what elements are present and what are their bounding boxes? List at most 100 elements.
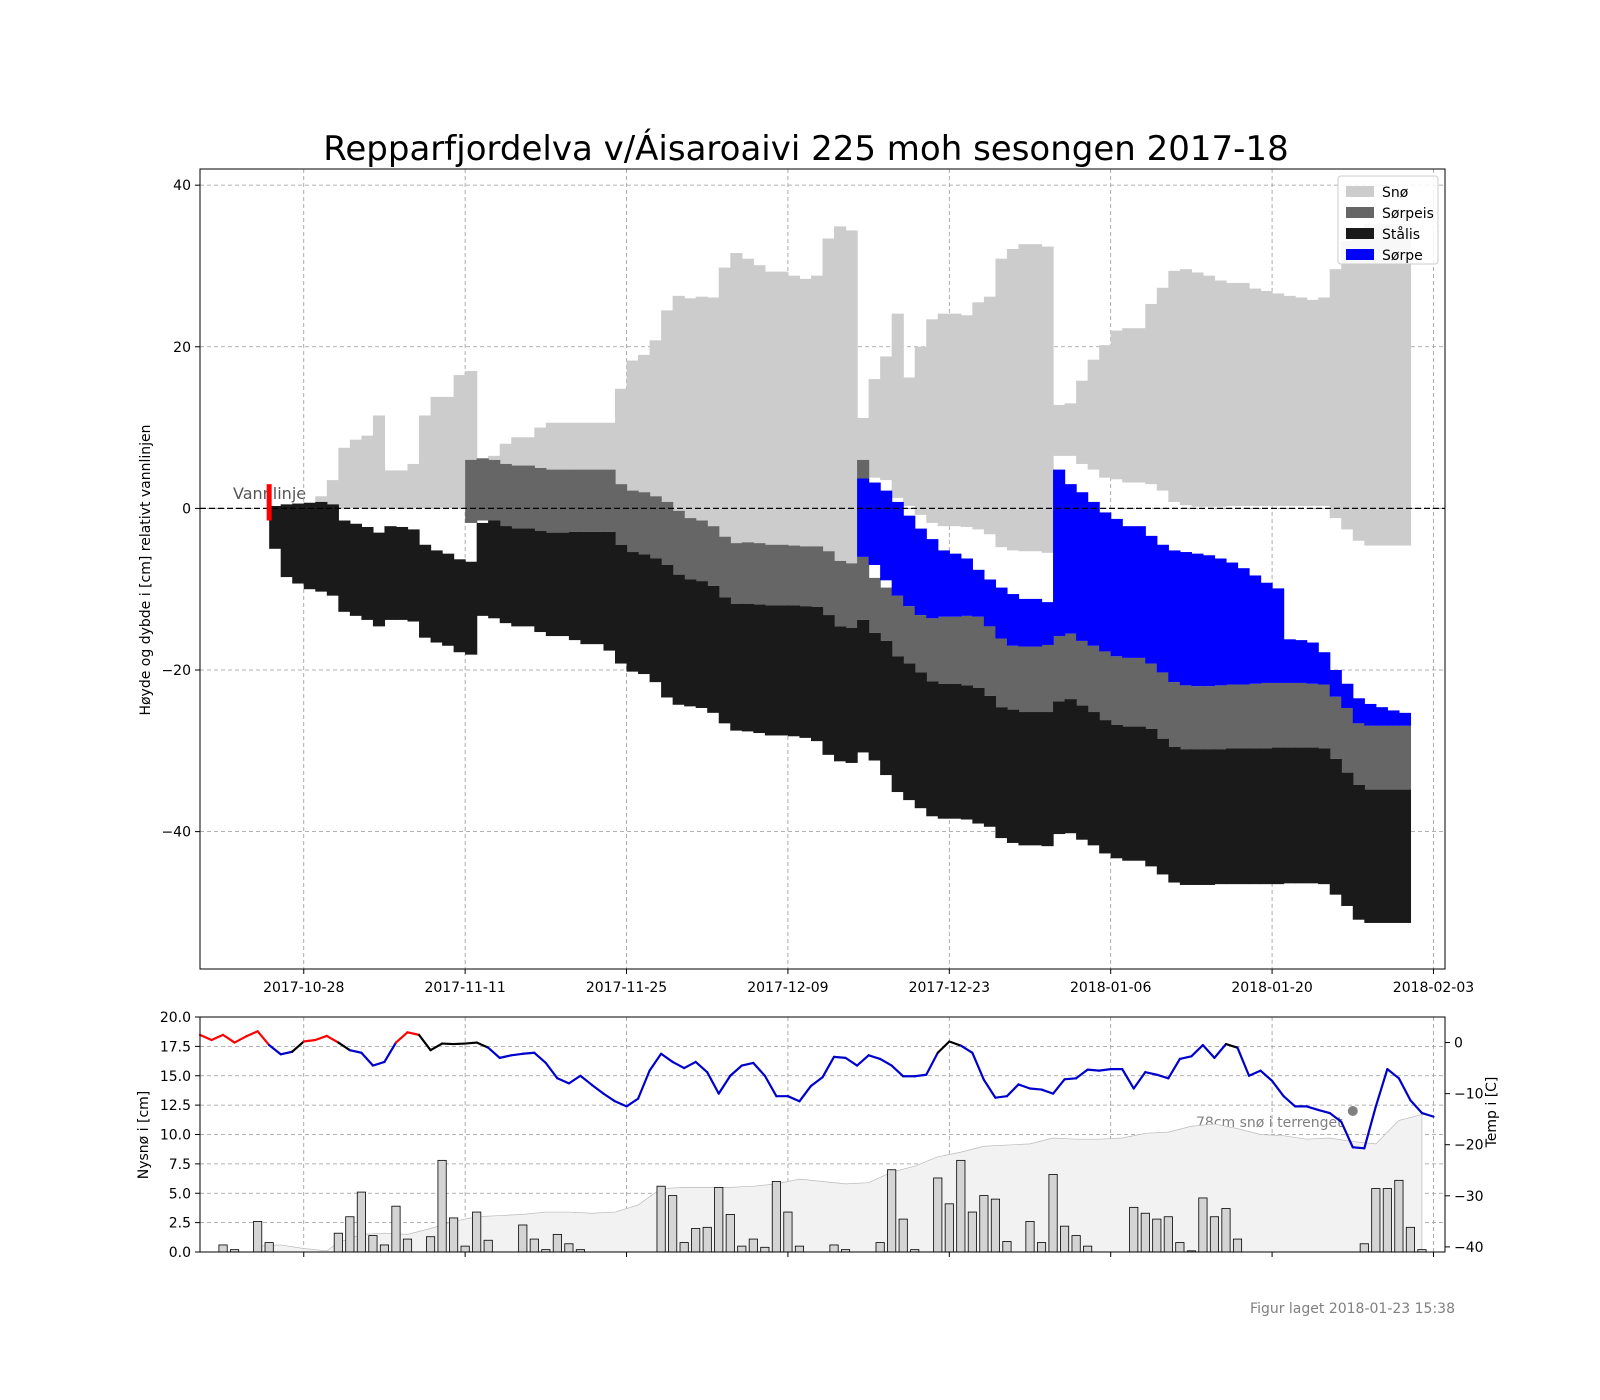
new-snow-bar	[449, 1217, 459, 1253]
layer-step	[1318, 748, 1331, 885]
layer-step	[972, 302, 985, 530]
new-snow-bar	[1405, 1226, 1415, 1253]
temperature-segment	[1374, 1068, 1389, 1108]
layer-step	[1179, 685, 1192, 750]
layer-step	[857, 619, 870, 753]
temperature-segment	[245, 1030, 259, 1038]
layer-step	[1283, 639, 1296, 683]
new-snow-bars	[218, 1159, 1427, 1253]
layer-step	[1352, 231, 1365, 541]
layer-step	[891, 595, 904, 657]
temperature-segment	[371, 1060, 386, 1067]
layer-step	[1087, 712, 1100, 846]
layer-step	[1053, 701, 1066, 835]
layer-step	[1202, 749, 1216, 885]
layer-step	[1145, 303, 1158, 485]
temperature-segment	[498, 1054, 513, 1059]
layer-step	[937, 683, 962, 819]
layer-step	[983, 695, 997, 827]
temperature-segment	[717, 1074, 732, 1095]
y-tick-label: −40	[161, 825, 191, 841]
layer-step	[1041, 644, 1054, 713]
layer-step	[1329, 696, 1342, 759]
x-tick-label: 2018-02-03	[1393, 980, 1474, 996]
layer-step	[822, 615, 835, 755]
layer-step	[1006, 249, 1020, 551]
layer-step	[857, 417, 870, 460]
temperature-segment	[706, 1071, 720, 1095]
layer-step	[937, 550, 950, 617]
temperature-segment	[314, 1034, 328, 1042]
y-tick-label: 0.0	[169, 1245, 191, 1261]
bottom-axes-frame	[199, 1016, 1446, 1253]
layer-step	[1064, 633, 1077, 700]
layer-step	[1387, 710, 1400, 726]
new-snow-bar	[345, 1216, 355, 1253]
layer-step	[834, 226, 847, 561]
temperature-segment	[302, 1038, 317, 1043]
temperature-segment	[1144, 1071, 1158, 1076]
layer-step	[661, 501, 674, 565]
layer-step	[684, 298, 697, 519]
new-snow-bar	[737, 1245, 747, 1253]
y-tick-label: 7.5	[169, 1157, 191, 1173]
new-snow-bar	[1198, 1197, 1208, 1253]
temperature-segment	[1409, 1099, 1424, 1115]
layer-step	[937, 313, 962, 527]
y-tick-label: 20.0	[160, 1010, 191, 1026]
layer-step	[1156, 672, 1169, 739]
layer-step	[787, 275, 801, 546]
layer-step	[384, 526, 397, 620]
layer-step	[545, 532, 570, 637]
new-snow-bar	[656, 1185, 666, 1253]
layer-step	[695, 520, 708, 582]
layer-step	[1237, 568, 1250, 685]
temperature-segment	[1282, 1095, 1297, 1108]
layer-step	[718, 536, 731, 598]
temperature-segment	[1328, 1111, 1343, 1123]
temperature-segment	[440, 1042, 455, 1046]
temperature-segment	[890, 1064, 905, 1078]
layer-step	[292, 503, 305, 584]
temperature-segment	[867, 1054, 882, 1060]
layer-step	[1076, 380, 1089, 464]
layer-step	[914, 615, 927, 673]
layer-step	[857, 478, 870, 557]
layer-step	[315, 496, 328, 502]
layer-step	[1329, 269, 1342, 519]
layer-step	[1145, 535, 1158, 664]
layer-step	[822, 238, 835, 552]
new-snow-bar	[437, 1159, 447, 1253]
temperature-segment	[487, 1046, 501, 1059]
terrain-snow-marker	[1347, 1106, 1358, 1116]
new-snow-bar	[368, 1235, 378, 1253]
layer-step	[649, 340, 662, 497]
layer-step	[1341, 683, 1354, 708]
layer-step	[1041, 712, 1054, 847]
new-snow-bar	[460, 1245, 470, 1253]
temperature-segment	[636, 1069, 651, 1100]
temperature-segment	[1028, 1087, 1043, 1091]
layer-step	[672, 574, 685, 705]
layer-step	[880, 640, 893, 776]
layer-step	[615, 484, 628, 545]
series-sørpeis	[465, 458, 1412, 790]
layer-step	[1318, 297, 1331, 506]
legend-label: Stålis	[1382, 226, 1420, 243]
new-snow-bar	[967, 1211, 977, 1253]
layer-step	[1306, 683, 1319, 748]
new-snow-bar	[933, 1177, 943, 1253]
y-tick-label: 2.5	[169, 1216, 191, 1232]
y-tick-label: 0	[182, 501, 191, 517]
new-snow-bar	[1175, 1242, 1185, 1253]
temperature-segment	[533, 1051, 547, 1065]
y-tick-label: 40	[173, 178, 191, 194]
layer-step	[1225, 684, 1250, 749]
layer-step	[1122, 328, 1146, 483]
figure-footer: Figur laget 2018-01-23 15:38	[1250, 1301, 1455, 1317]
layer-step	[465, 459, 478, 523]
new-snow-bar	[1129, 1206, 1139, 1253]
temperature-segment	[1063, 1077, 1078, 1081]
layer-step	[1318, 684, 1331, 749]
bottom-y2-axis-label: Temp i [C]	[1484, 1077, 1500, 1149]
